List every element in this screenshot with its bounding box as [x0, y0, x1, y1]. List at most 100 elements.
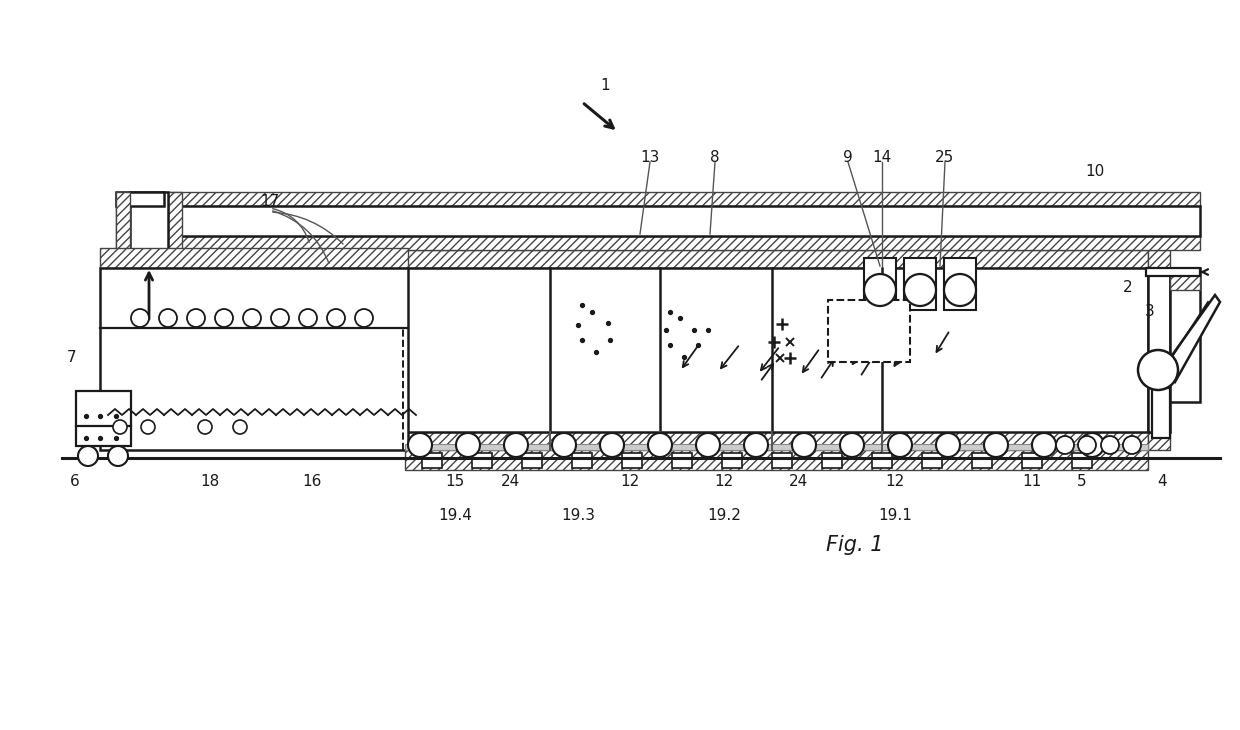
- Bar: [622, 453, 642, 468]
- Circle shape: [299, 309, 317, 327]
- Text: 12: 12: [620, 474, 640, 490]
- Text: 9: 9: [843, 150, 853, 166]
- Text: 19.2: 19.2: [707, 509, 742, 523]
- Text: 2: 2: [1123, 280, 1133, 296]
- Text: 24: 24: [501, 474, 520, 490]
- Bar: [405, 268, 1148, 432]
- Circle shape: [1056, 436, 1074, 454]
- Text: 25: 25: [935, 150, 955, 166]
- Circle shape: [1032, 433, 1056, 457]
- Text: 7: 7: [67, 350, 77, 366]
- Circle shape: [187, 309, 205, 327]
- Text: 3: 3: [1145, 304, 1154, 320]
- Bar: [472, 453, 492, 468]
- Circle shape: [78, 446, 98, 466]
- Circle shape: [839, 433, 864, 457]
- Circle shape: [1078, 436, 1096, 454]
- Bar: [1146, 268, 1200, 276]
- Bar: [572, 453, 591, 468]
- Circle shape: [792, 433, 816, 457]
- Circle shape: [215, 309, 233, 327]
- Text: 12: 12: [885, 474, 905, 490]
- Bar: [828, 300, 910, 362]
- Bar: [100, 248, 408, 268]
- Circle shape: [141, 420, 155, 434]
- Bar: [923, 453, 942, 468]
- Circle shape: [649, 433, 672, 457]
- Text: 15: 15: [445, 474, 465, 490]
- Bar: [864, 258, 897, 310]
- Text: 13: 13: [640, 150, 660, 166]
- Text: Fig. 1: Fig. 1: [826, 535, 884, 555]
- Circle shape: [600, 433, 624, 457]
- Bar: [405, 432, 1148, 450]
- Text: 19.3: 19.3: [560, 509, 595, 523]
- Text: 16: 16: [303, 474, 321, 490]
- Bar: [117, 192, 130, 250]
- Bar: [150, 236, 1200, 250]
- Bar: [405, 250, 1148, 268]
- Bar: [405, 444, 1148, 450]
- Circle shape: [408, 433, 432, 457]
- Bar: [130, 192, 167, 342]
- Bar: [872, 453, 892, 468]
- Bar: [1148, 250, 1171, 450]
- Text: 24: 24: [789, 474, 807, 490]
- Text: 11: 11: [1022, 474, 1042, 490]
- Circle shape: [1080, 433, 1104, 457]
- Text: 1: 1: [600, 77, 610, 93]
- Circle shape: [864, 274, 897, 306]
- Circle shape: [243, 309, 260, 327]
- Text: 17: 17: [260, 194, 280, 210]
- Bar: [422, 453, 441, 468]
- Polygon shape: [1158, 295, 1220, 382]
- Bar: [1171, 268, 1200, 290]
- Bar: [405, 450, 1148, 470]
- Circle shape: [456, 433, 480, 457]
- Circle shape: [888, 433, 911, 457]
- Text: 14: 14: [873, 150, 892, 166]
- Bar: [117, 192, 164, 206]
- Bar: [150, 206, 1200, 236]
- Bar: [1171, 268, 1200, 402]
- Circle shape: [503, 433, 528, 457]
- Bar: [117, 192, 130, 342]
- Circle shape: [552, 433, 577, 457]
- Circle shape: [159, 309, 177, 327]
- Circle shape: [904, 274, 936, 306]
- Bar: [904, 258, 936, 310]
- Circle shape: [108, 446, 128, 466]
- Text: 19.1: 19.1: [878, 509, 911, 523]
- Circle shape: [1138, 350, 1178, 390]
- Circle shape: [272, 309, 289, 327]
- Bar: [100, 268, 408, 450]
- Bar: [722, 453, 742, 468]
- Bar: [672, 453, 692, 468]
- Text: 4: 4: [1157, 474, 1167, 490]
- Circle shape: [1101, 436, 1118, 454]
- Bar: [1022, 453, 1042, 468]
- Text: 8: 8: [711, 150, 719, 166]
- Text: 18: 18: [201, 474, 219, 490]
- Bar: [773, 453, 792, 468]
- Circle shape: [131, 309, 149, 327]
- Circle shape: [944, 274, 976, 306]
- Circle shape: [936, 433, 960, 457]
- Text: 10: 10: [1085, 164, 1105, 180]
- Circle shape: [744, 433, 768, 457]
- Bar: [972, 453, 992, 468]
- Circle shape: [327, 309, 345, 327]
- Text: 6: 6: [71, 474, 79, 490]
- Bar: [1152, 388, 1171, 438]
- Bar: [522, 453, 542, 468]
- Circle shape: [985, 433, 1008, 457]
- Text: 19.4: 19.4: [438, 509, 472, 523]
- Bar: [944, 258, 976, 310]
- Text: 12: 12: [714, 474, 734, 490]
- Circle shape: [355, 309, 373, 327]
- Text: 5: 5: [1078, 474, 1086, 490]
- Circle shape: [696, 433, 720, 457]
- Bar: [1148, 268, 1171, 432]
- Circle shape: [1123, 436, 1141, 454]
- Circle shape: [198, 420, 212, 434]
